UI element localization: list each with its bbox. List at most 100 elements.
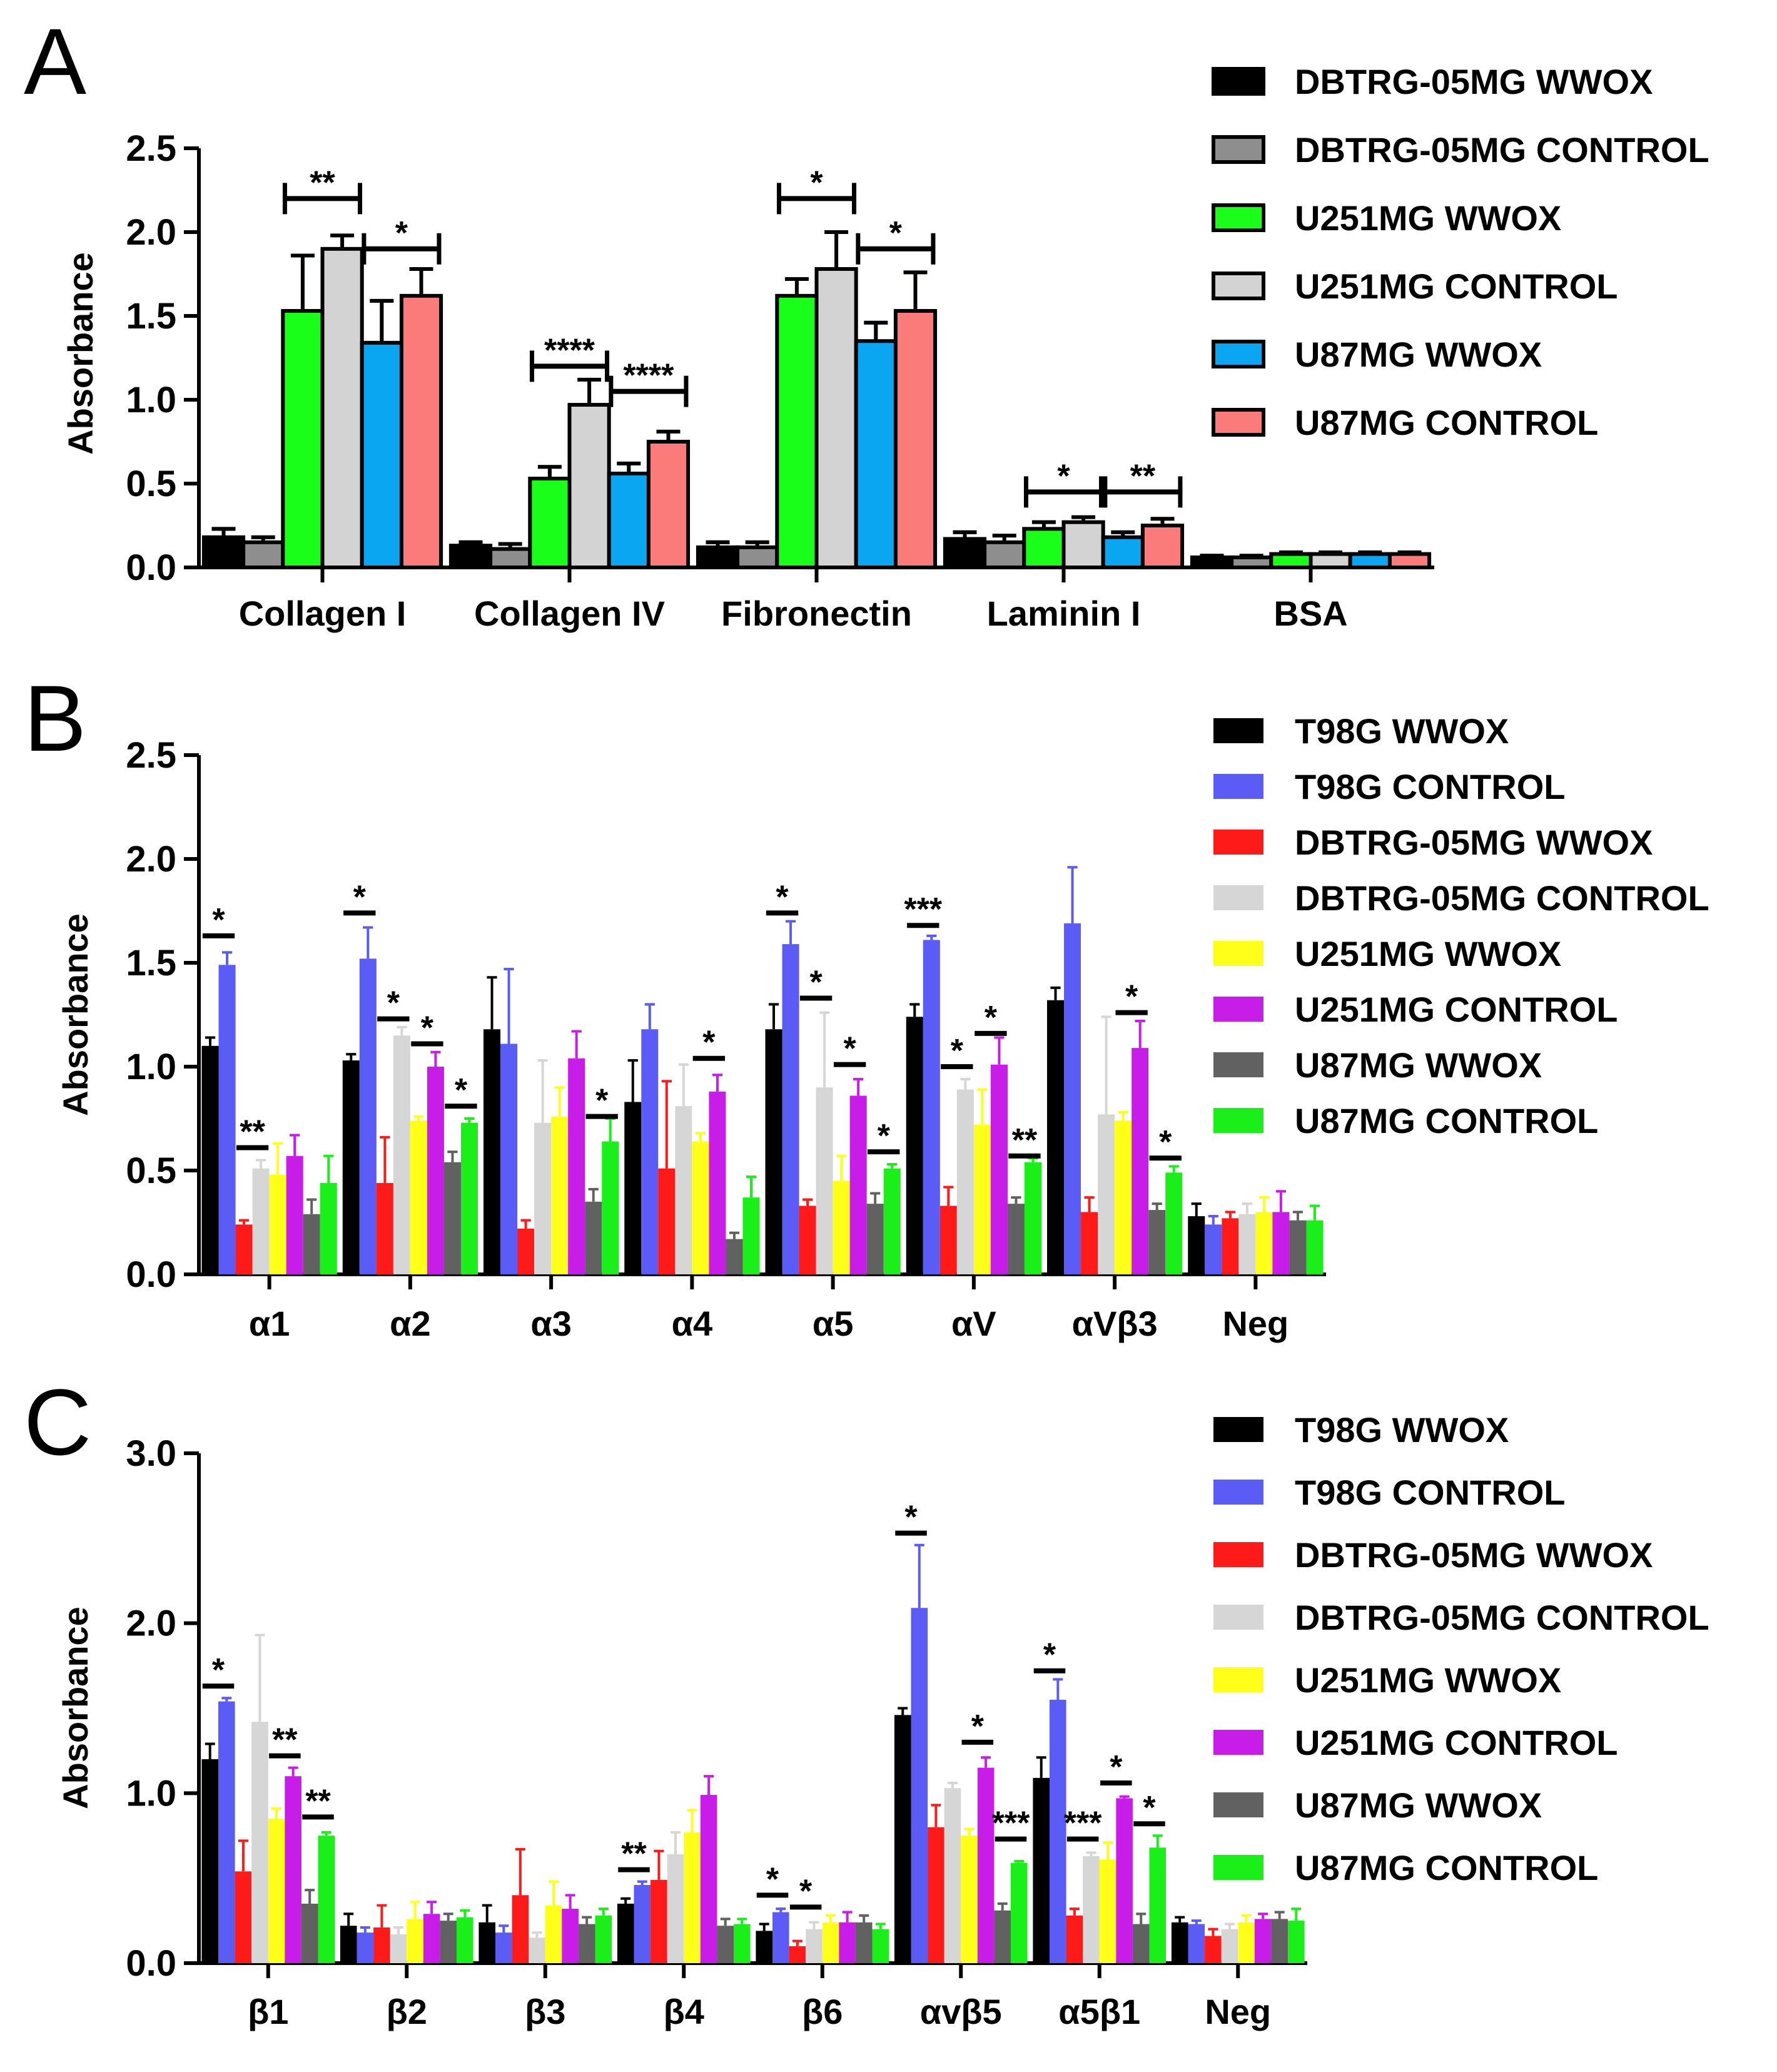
legend: T98G WWOX T98G CONTROL DBTRG-05MG WWOX DBTR… [1213,1410,1709,1887]
bar [684,1832,701,1963]
legend-label: U87MG CONTROL [1295,1101,1598,1140]
legend-swatch [1213,774,1263,799]
y-tick-label: 3.0 [126,1433,176,1474]
bar [1140,524,1185,569]
bar [806,1929,823,1963]
series-t98g-wwox [201,1707,1188,1963]
bar [342,1060,360,1274]
x-tick-label: β6 [802,1992,843,2031]
bar [977,1767,995,1963]
bar [1116,1798,1133,1963]
y-tick-label: 0.0 [126,1254,176,1295]
significance-label: * [702,1025,716,1061]
bar [562,1909,579,1963]
bar [1238,1922,1255,1963]
significance-label: * [595,1083,609,1119]
legend-swatch [1212,408,1265,437]
legend-swatch [1212,67,1265,96]
series-dbtrg-05mg-control [251,1633,1238,1963]
bar [839,1922,856,1963]
legend-swatch [1213,885,1263,910]
series-u251mg-control [320,230,1352,570]
x-tick-label: β1 [248,1992,288,2031]
y-tick-label: 1.5 [126,943,176,983]
significance-label: * [844,1031,857,1067]
bar [956,1089,974,1274]
bar [443,1162,461,1274]
significance-label: * [212,902,225,938]
bar [939,1206,957,1274]
bar [866,1204,884,1274]
bar [1387,552,1432,569]
bar [943,537,987,570]
significance-label: ** [240,1114,265,1150]
bar [973,1124,991,1274]
x-tick-label: Laminin I [987,594,1141,633]
legend-swatch [1212,135,1265,164]
significance-label: * [904,1500,918,1536]
significance-label: * [971,1709,985,1745]
bar [1066,1915,1083,1963]
bar [1238,1214,1256,1274]
significance-label: * [776,879,789,915]
bar [1101,535,1145,570]
significance-label: **** [623,358,674,394]
bar [357,1932,374,1963]
bar [634,1885,651,1963]
significance-label: *** [1064,1805,1102,1842]
bar [1148,1210,1166,1274]
bar [906,1017,923,1274]
bar [595,1915,612,1963]
chart-panel-a: A 0.0 0.5 1.0 1.5 2.0 2.5 Absorbance Collagen I C… [24,9,1709,633]
bar [1061,520,1105,570]
bar [692,1141,709,1274]
bar [1171,1922,1188,1963]
legend-label: DBTRG-05MG WWOX [1295,823,1653,862]
series-u87mg-control [318,1831,1305,1963]
bar [410,1120,427,1274]
bar [624,1102,642,1274]
bar [517,1228,535,1274]
significance-label: * [1159,1124,1172,1160]
bar [1081,1212,1098,1274]
bar [545,1905,562,1963]
x-tick-label: αV [951,1304,996,1343]
legend-swatch [1212,272,1265,300]
legend-swatch [1213,1855,1263,1880]
bar [585,1201,602,1274]
bar [551,1116,569,1274]
y-tick-label: 2.0 [126,1603,176,1644]
significance-label: * [421,1010,434,1046]
series-t98g-wwox [201,976,1205,1274]
bar [833,1181,850,1274]
legend-label: U87MG WWOX [1295,1045,1542,1085]
bar [923,940,940,1274]
bar [700,1795,717,1963]
bar [528,476,572,570]
y-tick-label: 0.5 [126,1150,176,1191]
bar [1287,1921,1305,1963]
bar [407,1919,423,1963]
bar [1348,552,1392,569]
bar [1190,555,1234,569]
bar [1271,1919,1288,1963]
bar [359,958,377,1274]
series-dbtrg-05mg-wwox [235,1804,1222,1963]
significance-label: * [951,1033,964,1069]
series-u251mg-wwox [269,1086,1273,1274]
bar [646,440,691,569]
y-tick-label: 2.0 [126,839,176,880]
bar [500,1044,518,1274]
bar [251,1722,268,1963]
x-tick-label: β3 [525,1992,565,2031]
significance-label: * [353,879,367,915]
bar [393,1035,410,1274]
bar [201,1045,219,1274]
bar [855,1922,873,1963]
bar [816,1087,833,1274]
legend-label: U87MG WWOX [1295,335,1542,374]
bar [1098,1114,1115,1274]
chart-panel-c: C 0.0 1.0 2.0 3.0 Absorbance β1 β2 β3 β4 β6 αvβ5 α5β… [24,1369,1709,2031]
bar [286,1155,303,1274]
